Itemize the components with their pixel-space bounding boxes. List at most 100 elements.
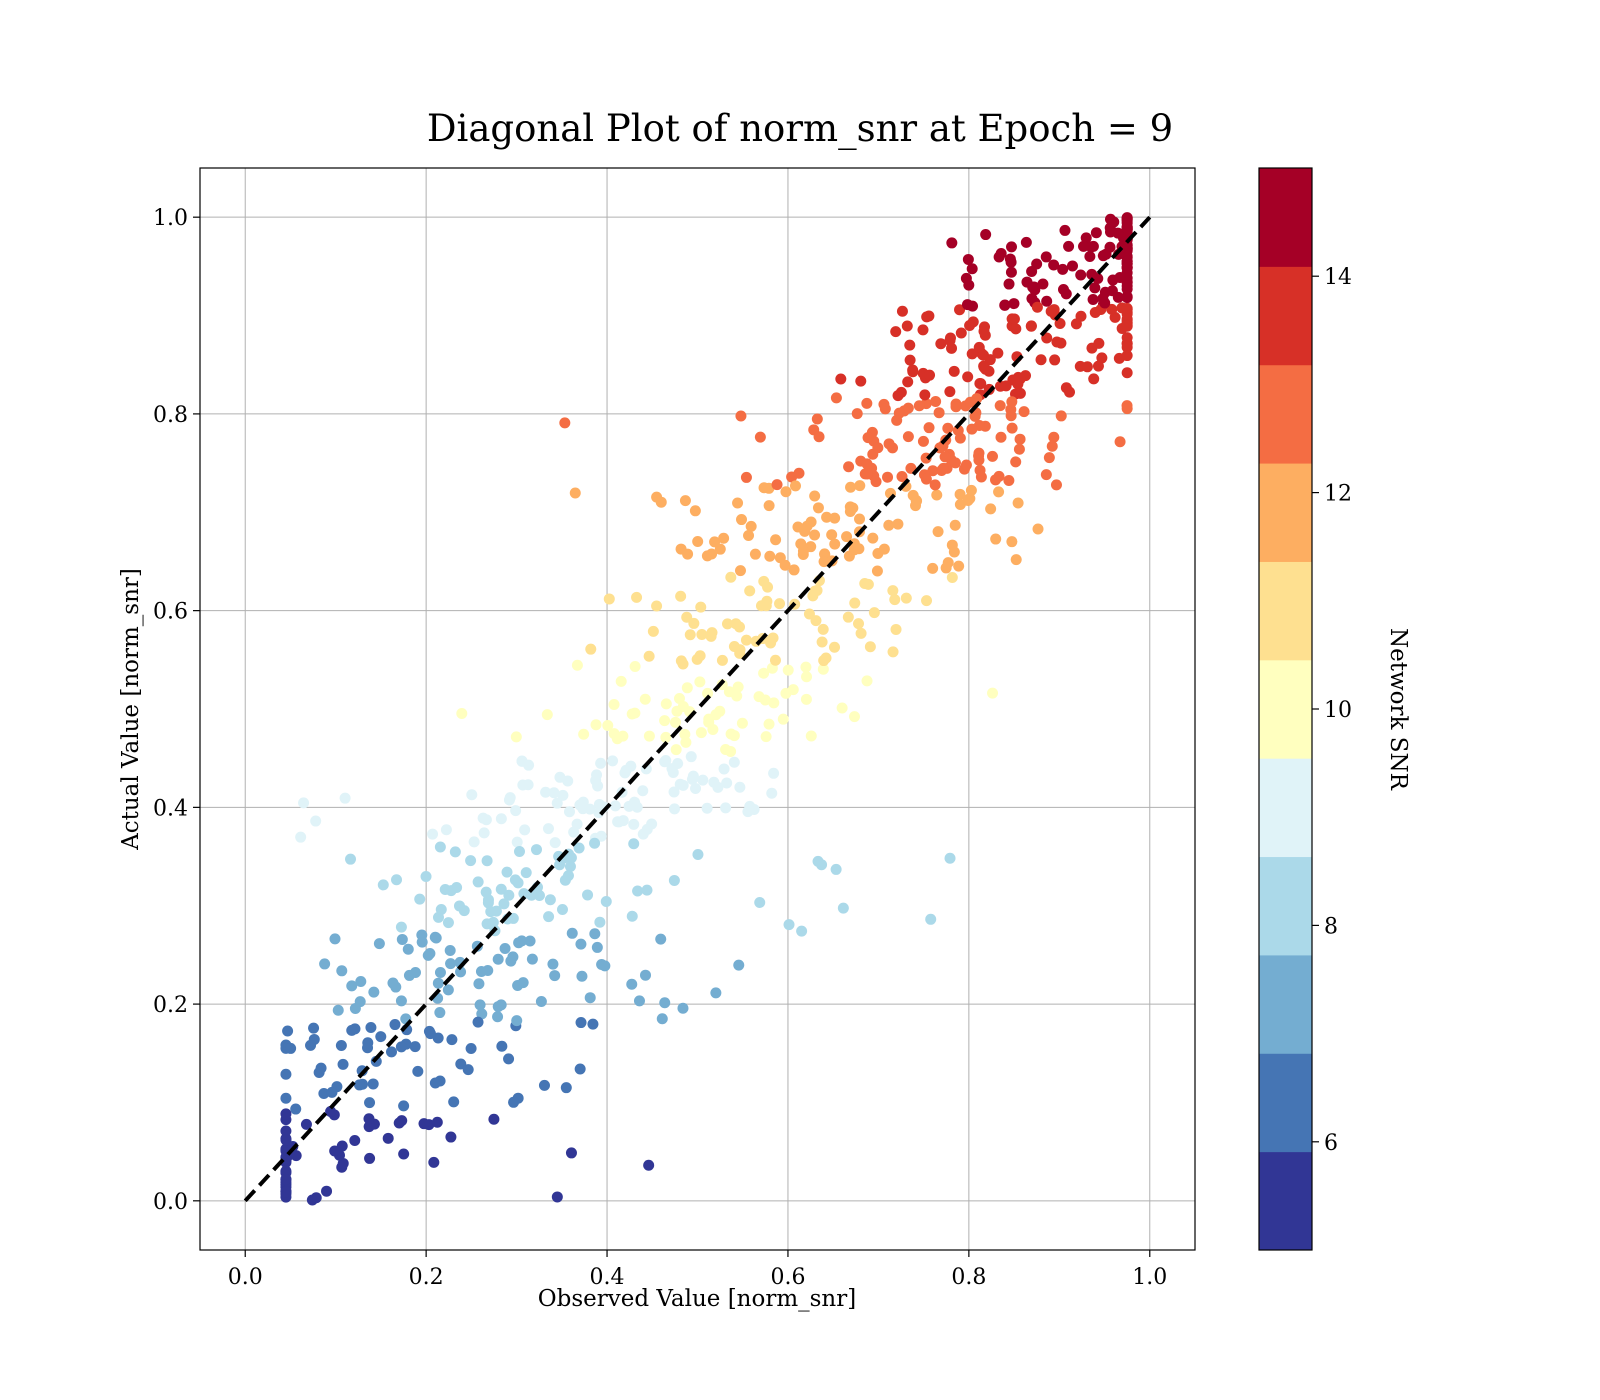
scatter-point [398,1148,410,1160]
scatter-point [593,798,605,810]
scatter-point [660,698,672,710]
scatter-point [1089,282,1101,294]
scatter-point [861,397,873,409]
scatter-point [631,591,643,603]
scatter-point [569,487,581,499]
scatter-point [734,781,746,793]
scatter-point [647,625,659,637]
scatter-point [1087,294,1099,306]
scatter-point [1075,269,1087,281]
scatter-point [1037,278,1049,290]
scatter-point [760,731,772,743]
y-tick-label: 0.4 [153,796,188,821]
scatter-point [329,1145,341,1157]
scatter-point [326,1086,338,1098]
scatter-point [740,634,752,646]
scatter-point [732,681,744,693]
scatter-point [695,727,707,739]
scatter-point [476,1008,488,1020]
scatter-point [315,1062,327,1074]
scatter-point [1000,380,1012,392]
scatter-point [574,1063,586,1075]
scatter-point [535,996,547,1008]
scatter-point [1114,271,1126,283]
scatter-point [354,996,366,1008]
scatter-point [364,1097,376,1109]
scatter-point [1070,318,1082,330]
scatter-point [434,966,446,978]
scatter-point [396,933,408,945]
scatter-point [564,861,576,873]
scatter-point [768,767,780,779]
scatter-point [280,1125,292,1137]
scatter-point [563,806,575,818]
scatter-point [298,797,310,809]
scatter-point [600,896,612,907]
scatter-point [904,354,916,366]
scatter-point [1041,332,1053,344]
scatter-point [890,326,902,338]
scatter-point [544,894,556,906]
scatter-point [1035,354,1047,366]
diagonal-reference-line [243,215,1152,1203]
plot-area: 0.0 0.2 0.4 0.6 0.8 1.0 0.0 0.2 0.4 0.6 0.8 1.0 [153,167,1196,1290]
scatter-point [849,597,861,609]
scatter-point [768,697,780,709]
scatter-point [290,1150,302,1162]
colorbar-band [1259,463,1312,562]
scatter-point [736,717,748,729]
scatter-point [937,440,949,452]
scatter-point [377,879,389,891]
scatter-point [854,513,866,525]
scatter-point [305,1039,317,1051]
scatter-point [1014,387,1026,399]
scatter-point [346,980,358,992]
scatter-point [1041,295,1053,307]
scatter-point [1045,305,1057,317]
scatter-point [796,925,808,937]
x-tick-label: 0.8 [951,1265,986,1290]
scatter-point [364,1152,376,1164]
scatter-point [478,827,490,839]
scatter-point [593,807,605,819]
scatter-point [280,1108,292,1120]
scatter-point [511,836,523,848]
scatter-point [1096,352,1108,364]
scatter-point [584,992,596,1004]
scatter-point [763,718,775,730]
scatter-point [753,691,765,703]
scatter-point [680,736,692,748]
scatter-point [1049,354,1061,366]
scatter-point [883,519,895,531]
scatter-point [503,1053,515,1065]
scatter-point [339,792,351,804]
scatter-point [966,423,978,435]
scatter-point [902,431,914,443]
scatter-point [659,997,671,1009]
scatter-point [962,253,974,265]
scatter-point [434,1007,446,1019]
scatter-point [282,1025,294,1037]
scatter-point [807,590,819,602]
scatter-point [503,889,515,901]
scatter-point [692,536,704,548]
scatter-point [689,505,701,517]
scatter-point [763,500,775,512]
scatter-point [725,728,737,740]
scatter-point [659,756,671,768]
scatter-point [409,966,421,978]
scatter-point [675,543,687,555]
scatter-point [503,794,515,806]
scatter-point [993,486,1005,498]
scatter-point [389,1019,401,1031]
scatter-point [1013,443,1025,455]
scatter-point [801,671,813,683]
scatter-point [562,870,574,882]
scatter-point [660,731,672,743]
scatter-point [526,889,538,901]
scatter-point [1121,367,1133,379]
scatter-point [855,627,867,639]
scatter-point [978,349,990,361]
scatter-point [787,684,799,696]
scatter-point [619,767,631,779]
